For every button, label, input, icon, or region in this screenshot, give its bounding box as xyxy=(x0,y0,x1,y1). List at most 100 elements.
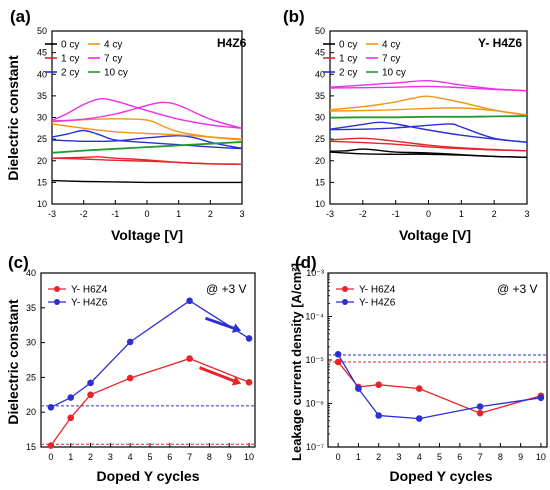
legend-label-a: 10 cy xyxy=(104,68,128,79)
cv-curve-a-4cy-1 xyxy=(51,123,243,140)
cv-curve-b-0cy-1 xyxy=(329,151,528,158)
x-tick-label-a: -3 xyxy=(48,209,56,219)
legend-item-a-3: 7 cy xyxy=(88,54,122,65)
legend-item-a-4: 2 cy xyxy=(45,68,79,79)
x-tick-label-a: -1 xyxy=(111,209,119,219)
cv-curve-b-10cy-1 xyxy=(329,115,528,119)
y-tick-label-d: 10⁻⁵ xyxy=(306,355,325,365)
trend-arrow-c-1 xyxy=(198,366,235,383)
voltage-annotation-c: @ +3 V xyxy=(206,282,247,296)
sample-tag-b: Y- H4Z6 xyxy=(478,36,522,50)
x-axis-label-b: Voltage [V] xyxy=(399,227,471,243)
legend-label-b: 1 cy xyxy=(339,54,357,65)
x-tick-label-c: 10 xyxy=(244,452,254,462)
y-tick-label-b: 35 xyxy=(315,91,325,101)
x-tick-label-c: 4 xyxy=(128,452,133,462)
panel-label-d: (d) xyxy=(295,253,317,272)
x-tick-label-d: 8 xyxy=(498,452,503,462)
x-tick-label-d: 9 xyxy=(518,452,523,462)
y-tick-label-a: 40 xyxy=(37,69,47,79)
series-line-c-0 xyxy=(50,357,250,446)
y-tick-label-b: 50 xyxy=(315,26,325,36)
legend-label-a: 7 cy xyxy=(104,54,122,65)
y-tick-label-d: 10⁻⁷ xyxy=(306,442,324,452)
x-tick-label-c: 3 xyxy=(108,452,113,462)
data-point-c-1 xyxy=(186,297,193,305)
series-line-d-1 xyxy=(337,353,541,420)
legend-label-c: Y- H4Z6 xyxy=(71,298,108,309)
data-point-d-0 xyxy=(334,358,342,366)
y-tick-label-a: 35 xyxy=(37,91,47,101)
cv-curve-a-7cy-0 xyxy=(51,98,243,129)
x-tick-label-a: 3 xyxy=(239,209,244,219)
cv-curve-b-2cy-1 xyxy=(329,123,528,143)
y-tick-label-b: 40 xyxy=(315,69,325,79)
x-tick-label-b: -3 xyxy=(326,209,334,219)
panel-c: (c) @ +3 V 0 1 2 3 4 5 6 7 8 9 10 15 20 25 30 35 40 Y- H… xyxy=(5,253,256,484)
x-tick-label-c: 9 xyxy=(227,452,232,462)
y-tick-label-c: 40 xyxy=(26,268,36,278)
trend-arrow-c-0 xyxy=(204,316,235,330)
legend-label-b: 0 cy xyxy=(339,40,357,51)
x-tick-label-b: 1 xyxy=(459,209,464,219)
axes-c: 0 1 2 3 4 5 6 7 8 9 10 15 20 25 30 35 40 xyxy=(26,268,256,462)
panel-label-c: (c) xyxy=(8,253,29,272)
legend-item-d-1: Y- H4Z6 xyxy=(336,298,396,309)
panel-a: (a) H4Z6 -3 -2 -1 0 1 2 3 10 15 20 25 30 35 40 45 50 0 … xyxy=(5,7,247,243)
y-tick-label-c: 15 xyxy=(26,442,36,452)
legend-item-a-0: 0 cy xyxy=(45,40,79,51)
x-tick-label-b: 0 xyxy=(426,209,431,219)
data-point-c-0 xyxy=(126,374,134,382)
legend-item-a-1: 4 cy xyxy=(88,40,122,51)
data-point-c-1 xyxy=(126,338,134,346)
plot-area-c xyxy=(41,297,255,449)
trend-arrowhead-c-1 xyxy=(231,376,242,386)
data-point-c-0 xyxy=(186,355,193,362)
y-tick-label-a: 50 xyxy=(37,26,47,36)
x-tick-label-d: 3 xyxy=(396,452,401,462)
x-tick-label-c: 6 xyxy=(167,452,172,462)
y-tick-label-a: 30 xyxy=(37,113,47,123)
x-tick-label-d: 10 xyxy=(536,452,546,462)
x-tick-label-a: 0 xyxy=(144,209,149,219)
data-point-c-0 xyxy=(67,414,75,422)
y-tick-label-b: 25 xyxy=(315,134,325,144)
data-point-c-1 xyxy=(67,394,75,401)
y-axis-label-d: Leakage current density [A/cm²] xyxy=(289,263,304,461)
cv-curve-a-2cy-0 xyxy=(51,129,243,150)
cv-curve-b-4cy-0 xyxy=(329,95,528,116)
data-point-d-0 xyxy=(415,385,423,392)
x-tick-label-b: -2 xyxy=(359,209,367,219)
x-tick-label-c: 2 xyxy=(88,452,93,462)
plot-area-d xyxy=(328,351,547,422)
y-axis-label-a: Dielectric constant xyxy=(5,55,21,181)
y-tick-label-a: 10 xyxy=(37,199,47,209)
legend-item-b-3: 7 cy xyxy=(366,54,400,65)
cv-curve-a-2cy-1 xyxy=(51,134,243,149)
legend-b: 0 cy 4 cy 1 cy 7 cy 2 cy 10 cy xyxy=(323,40,406,79)
y-tick-label-c: 30 xyxy=(26,338,36,348)
x-axis-label-d: Doped Y cycles xyxy=(390,468,493,484)
data-point-d-1 xyxy=(375,412,382,419)
data-point-d-1 xyxy=(476,403,484,410)
x-tick-label-c: 0 xyxy=(48,452,53,462)
legend-a: 0 cy 4 cy 1 cy 7 cy 2 cy 10 cy xyxy=(45,40,128,79)
x-tick-label-d: 0 xyxy=(336,452,341,462)
y-tick-label-b: 10 xyxy=(315,199,325,209)
x-tick-label-d: 6 xyxy=(457,452,462,462)
data-point-c-0 xyxy=(47,442,55,449)
legend-label-a: 2 cy xyxy=(61,68,79,79)
voltage-annotation-d: @ +3 V xyxy=(497,282,538,296)
y-tick-label-c: 20 xyxy=(26,407,36,417)
legend-label-b: 7 cy xyxy=(382,54,400,65)
y-tick-label-c: 25 xyxy=(26,372,36,382)
legend-item-a-5: 10 cy xyxy=(88,68,128,79)
y-tick-label-b: 20 xyxy=(315,156,325,166)
y-tick-label-a: 20 xyxy=(37,156,47,166)
legend-item-a-2: 1 cy xyxy=(45,54,79,65)
legend-label-a: 0 cy xyxy=(61,40,79,51)
data-point-d-1 xyxy=(334,351,342,358)
x-tick-label-a: 2 xyxy=(208,209,213,219)
cv-curve-b-1cy-1 xyxy=(329,140,528,152)
panel-b: (b) Y- H4Z6 -3 -2 -1 0 1 2 3 10 15 20 25 30 35 40 45 50… xyxy=(283,7,530,243)
